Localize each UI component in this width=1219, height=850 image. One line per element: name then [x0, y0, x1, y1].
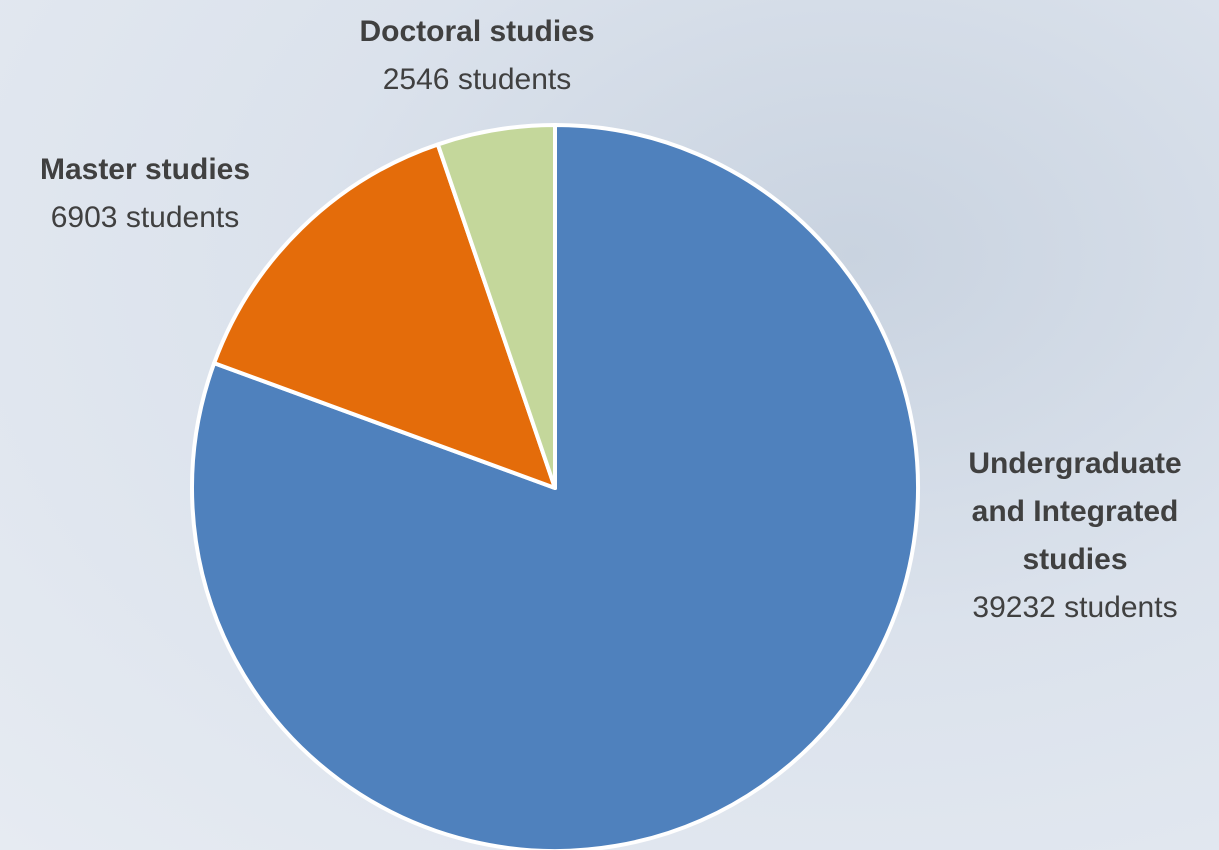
slice-label: Undergraduate and Integrated studies 3923…: [950, 440, 1200, 632]
pie-slice: [435, 123, 557, 490]
pie-slice: [212, 142, 557, 490]
value-label: 39232 students: [972, 591, 1178, 624]
slice-label: Doctoral studies 2546 students: [317, 8, 637, 104]
slice-label: Master studies 6903 students: [0, 146, 295, 242]
category-label: Master studies: [39, 153, 251, 186]
category-label: Doctoral studies: [359, 15, 595, 48]
value-label: 6903 students: [50, 201, 240, 234]
category-label: Undergraduate and Integrated studies: [968, 447, 1182, 576]
value-label: 2546 students: [382, 63, 572, 96]
